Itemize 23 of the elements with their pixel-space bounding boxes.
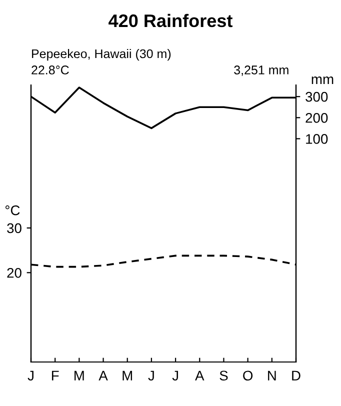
text: Pepeekeo, Hawaii (30 m) [32, 48, 171, 61]
text: 22.8°C [32, 66, 69, 74]
y2-tick-label: 200 [306, 112, 328, 123]
y-tick-label: 30 [7, 223, 22, 234]
x-tick-label: J [172, 370, 178, 381]
x-tick-label: O [243, 370, 253, 381]
x-tick-label: S [220, 370, 228, 381]
x-tick-label: N [268, 370, 276, 380]
y2-tick-label: 300 [306, 92, 328, 102]
x-tick-label: M [74, 370, 84, 380]
y2-axis-title: mm [312, 76, 334, 84]
text: 3,251 mm [234, 66, 288, 76]
x-tick-label: A [195, 370, 204, 380]
y-axis-title: °C [5, 205, 20, 216]
x-tick-label: A [98, 370, 108, 380]
y2-tick-label: 100 [306, 134, 328, 144]
x-tick-label: D [292, 370, 300, 380]
x-tick-label: J [148, 370, 154, 381]
y-tick-label: 20 [7, 268, 22, 278]
chart-title: 420 Rainforest [108, 14, 232, 28]
x-tick-label: J [28, 370, 34, 381]
x-tick-label: M [122, 370, 132, 380]
x-tick-label: F [52, 370, 59, 380]
